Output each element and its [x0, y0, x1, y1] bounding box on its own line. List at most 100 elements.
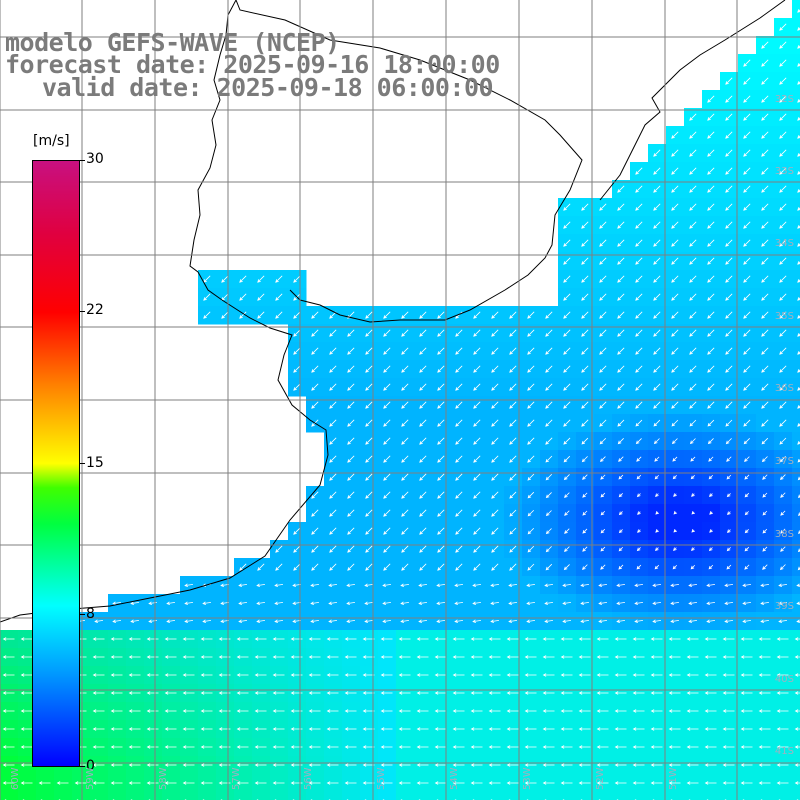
wind-arrow: [311, 347, 319, 355]
wind-arrow: [272, 763, 285, 767]
wind-cell: [594, 792, 613, 800]
wind-arrow: [326, 727, 339, 731]
wind-arrow: [238, 583, 248, 588]
wind-arrow: [200, 709, 213, 713]
wind-arrow: [600, 510, 606, 516]
wind-arrow: [2, 763, 15, 767]
wind-arrow: [401, 347, 409, 355]
wind-arrow: [200, 673, 213, 677]
wind-cell: [792, 234, 800, 253]
wind-arrow: [725, 149, 733, 157]
wind-arrow: [329, 329, 337, 337]
wind-arrow: [329, 473, 337, 481]
wind-arrow: [686, 637, 699, 641]
wind-arrow: [762, 546, 768, 552]
wind-arrow: [544, 619, 554, 624]
wind-arrow: [689, 438, 696, 445]
wind-arrow: [761, 113, 769, 121]
wind-arrow: [398, 655, 411, 659]
wind-arrow: [707, 185, 715, 193]
wind-arrow: [92, 745, 105, 749]
wind-arrow: [401, 509, 409, 517]
wind-arrow: [599, 257, 607, 265]
wind-arrow: [545, 419, 553, 427]
wind-arrow: [182, 709, 195, 713]
longitude-label: 59W: [85, 767, 96, 790]
wind-arrow: [617, 239, 625, 247]
wind-arrow: [596, 709, 609, 713]
wind-arrow: [130, 601, 140, 606]
wind-arrow: [599, 437, 607, 445]
wind-arrow: [578, 745, 591, 749]
wind-arrow: [581, 311, 589, 319]
wind-arrow: [419, 491, 427, 499]
wind-arrow: [365, 383, 373, 391]
wind-arrow: [689, 131, 697, 139]
wind-arrow: [182, 781, 195, 785]
wind-arrow: [383, 347, 391, 355]
wind-arrow: [762, 474, 768, 480]
wind-arrow: [758, 727, 771, 731]
wind-arrow: [744, 456, 750, 462]
wind-arrow: [616, 601, 626, 606]
wind-arrow: [401, 401, 409, 409]
wind-arrow: [383, 473, 391, 481]
wind-arrow: [578, 655, 591, 659]
wind-arrow: [527, 419, 535, 427]
wind-arrow: [672, 456, 678, 462]
wind-arrow: [128, 637, 141, 641]
wind-arrow: [310, 601, 320, 606]
wind-arrow: [582, 528, 588, 534]
wind-arrow: [509, 419, 517, 427]
wind-arrow: [761, 221, 769, 229]
wind-arrow: [347, 527, 355, 535]
wind-cell: [792, 342, 800, 361]
wind-arrow: [598, 619, 608, 624]
wind-arrow: [635, 438, 642, 445]
wind-arrow: [20, 637, 33, 641]
wind-arrow: [743, 131, 751, 139]
wind-arrow: [761, 401, 769, 409]
wind-arrow: [473, 365, 481, 373]
wind-cell: [630, 792, 649, 800]
wind-arrow: [794, 781, 800, 785]
wind-arrow: [725, 419, 733, 427]
wind-arrow: [383, 365, 391, 373]
wind-arrow: [581, 293, 589, 301]
wind-arrow: [563, 347, 571, 355]
wind-arrow: [365, 311, 373, 319]
wind-arrow: [761, 59, 769, 67]
wind-arrow: [671, 438, 678, 445]
wind-arrow: [709, 511, 713, 515]
wind-arrow: [779, 311, 787, 319]
wind-arrow: [416, 709, 429, 713]
wind-arrow: [634, 601, 644, 606]
wind-arrow: [524, 745, 537, 749]
wind-arrow: [743, 329, 751, 337]
wind-arrow: [202, 601, 212, 606]
wind-arrow: [779, 419, 787, 427]
wind-arrow: [434, 745, 447, 749]
wind-arrow: [671, 167, 679, 175]
wind-arrow: [650, 637, 663, 641]
colorbar-tick: [80, 463, 85, 464]
longitude-label: 60W: [10, 767, 21, 790]
latitude-label: 41S: [774, 746, 794, 757]
wind-arrow: [797, 494, 800, 499]
wind-cell: [792, 522, 800, 541]
wind-arrow: [491, 545, 499, 553]
wind-arrow: [707, 149, 715, 157]
wind-cell: [684, 792, 703, 800]
wind-arrow: [542, 781, 555, 785]
wind-arrow: [707, 383, 715, 391]
wind-arrow: [293, 365, 301, 373]
wind-cell: [126, 792, 145, 800]
wind-arrow: [637, 529, 641, 533]
wind-arrow: [401, 419, 409, 427]
wind-arrow: [635, 167, 643, 175]
wind-arrow: [636, 493, 641, 498]
wind-arrow: [797, 476, 800, 481]
wind-arrow: [743, 59, 751, 67]
wind-arrow: [671, 257, 679, 265]
wind-arrow: [668, 673, 681, 677]
